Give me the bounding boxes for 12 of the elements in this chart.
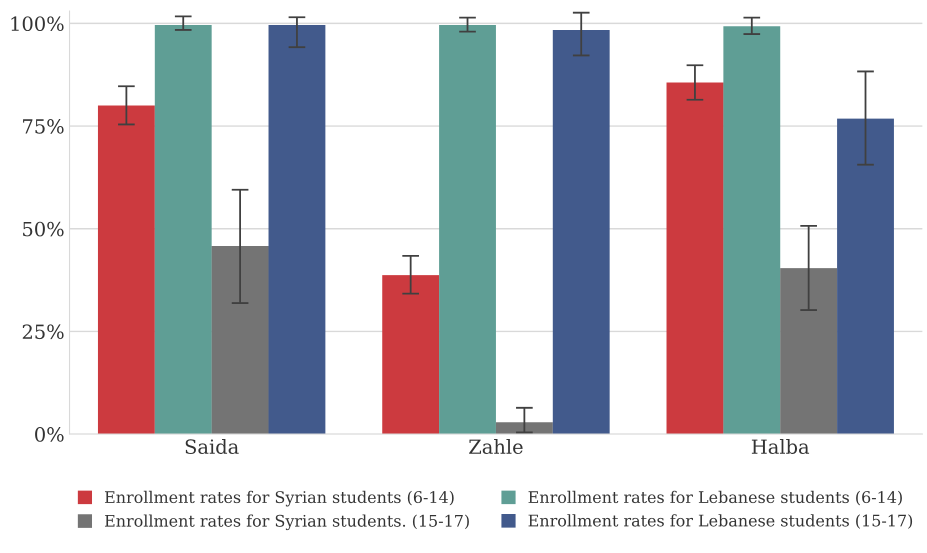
legend-label: Enrollment rates for Syrian students. (15-17) [104,514,469,530]
y-tick-label: 100% [11,16,64,32]
legend-label: Enrollment rates for Lebanese students (15-17) [528,514,912,529]
legend-label: Enrollment rates for Syrian students (6-14) [104,490,454,506]
x-tick-label: Halba [752,438,810,454]
x-tick-label: Zahle [469,438,523,454]
y-tick-label: 75% [23,119,64,134]
legend-label: Enrollment rates for Lebanese students (6-14) [528,490,902,506]
y-tick-label: 25% [22,324,64,340]
x-tick-label: Saida [186,438,239,454]
y-tick-label: 0% [35,427,64,442]
y-tick-label: 50% [23,222,64,236]
